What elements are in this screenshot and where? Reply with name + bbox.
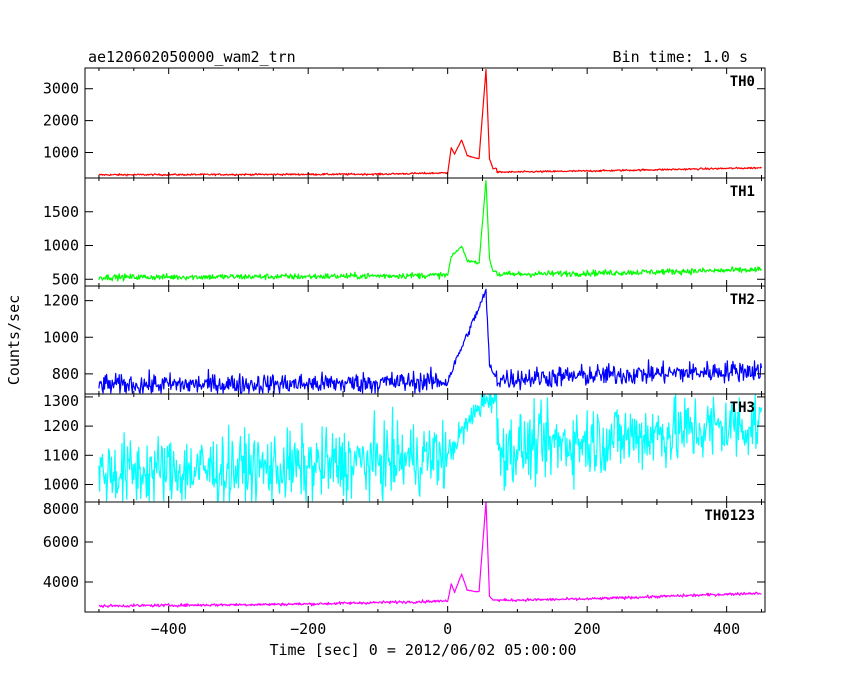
y-tick-label: 4000 [43, 573, 79, 591]
y-tick-label: 1100 [43, 446, 79, 464]
y-axis-title: Counts/sec [5, 295, 23, 385]
y-tick-label: 1000 [43, 328, 79, 346]
panel-label-th3: TH3 [730, 400, 755, 416]
panel-th1: 500 1000 1500 TH1 [43, 177, 766, 288]
x-axis-title: Time [sec] 0 = 2012/06/02 05:00:00 [269, 641, 576, 659]
y-tick-label: 1200 [43, 292, 79, 310]
panel-th0: 1000 2000 3000 TH0 [43, 67, 766, 179]
x-tick-label: −400 [151, 620, 187, 638]
y-tick-label: 1000 [43, 475, 79, 493]
series-line-th3 [98, 393, 763, 502]
panel-th2: 800 1000 1200 TH2 [43, 285, 766, 395]
y-tick-label: 1200 [43, 417, 79, 435]
y-tick-label: 3000 [43, 80, 79, 98]
panel-th0123: 4000 6000 8000 TH0123 [43, 500, 766, 613]
panel-label-th0123: TH0123 [704, 508, 755, 524]
y-tick-label: 500 [52, 270, 79, 288]
y-tick-label: 6000 [43, 533, 79, 551]
y-tick-label: 8000 [43, 500, 79, 518]
x-tick-label: 0 [443, 620, 452, 638]
series-line-th0 [98, 69, 762, 177]
y-tick-label: 1000 [43, 237, 79, 255]
x-tick-label: 200 [574, 620, 601, 638]
y-tick-label: 1300 [43, 392, 79, 410]
panel-frame [84, 67, 766, 179]
panels-group: 1000 2000 3000 TH0 500 1000 1500 TH1 800 1000 1200… [43, 67, 766, 613]
panel-frame [84, 501, 766, 613]
panel-frame [84, 285, 766, 395]
x-tick-label: −200 [290, 620, 326, 638]
figure-title: ae120602050000_wam2_trn [88, 48, 296, 66]
panel-label-th2: TH2 [730, 292, 755, 308]
panel-label-th1: TH1 [730, 184, 755, 200]
series-line-th1 [98, 180, 763, 282]
x-tick-label: 400 [713, 620, 740, 638]
y-tick-label: 1000 [43, 143, 79, 161]
bin-time-label: Bin time: 1.0 s [613, 48, 748, 66]
panel-label-th0: TH0 [730, 74, 755, 90]
y-tick-label: 800 [52, 365, 79, 383]
series-line-th0123 [98, 501, 762, 608]
x-axis: −400 −200 0 200 400 [151, 620, 741, 638]
y-tick-label: 2000 [43, 112, 79, 130]
panel-th3: 1000 1100 1200 1300 TH3 [43, 392, 766, 503]
series-line-th2 [98, 288, 763, 394]
y-tick-label: 1500 [43, 203, 79, 221]
